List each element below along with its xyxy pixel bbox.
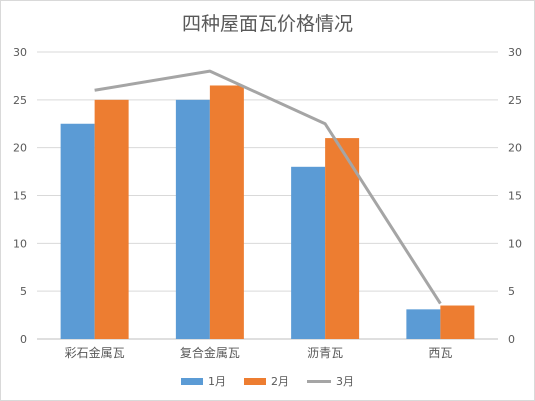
y-tick-label: 15 <box>13 190 27 203</box>
y2-tick-label: 0 <box>508 333 515 346</box>
x-category-label: 彩石金属瓦 <box>65 345 125 360</box>
bar-1-2 <box>175 99 210 339</box>
y-tick-label: 5 <box>20 285 27 298</box>
legend-swatch <box>307 379 331 383</box>
y2-tick-label: 15 <box>508 190 522 203</box>
bar-1-1 <box>60 123 95 339</box>
y-tick-label: 30 <box>13 46 27 59</box>
legend-item: 2月 <box>244 373 289 389</box>
legend-swatch <box>244 377 266 385</box>
y2-tick-label: 5 <box>508 285 515 298</box>
y-tick-label: 25 <box>13 94 27 107</box>
chart-legend: 1月 2月 3月 <box>1 373 534 389</box>
bar-2-3 <box>325 138 360 339</box>
legend-label: 1月 <box>208 375 226 388</box>
legend-item: 3月 <box>307 373 354 389</box>
chart-title: 四种屋面瓦价格情况 <box>181 13 353 35</box>
chart-plot: 0 5 10 15 20 25 30 0 5 10 15 20 25 30 彩石金属瓦 复合金属瓦 沥青瓦 西瓦 <box>13 46 522 360</box>
legend-label: 2月 <box>271 375 289 388</box>
bar-2-1 <box>94 99 129 339</box>
legend-item: 1月 <box>181 373 226 389</box>
bar-1-3 <box>291 166 326 339</box>
y2-tick-label: 10 <box>508 237 522 250</box>
bar-1-4 <box>406 309 441 339</box>
x-category-label: 沥青瓦 <box>307 346 343 360</box>
bar-2-2 <box>209 85 244 339</box>
bar-2-4 <box>440 305 475 339</box>
legend-swatch <box>181 377 203 385</box>
y2-tick-label: 25 <box>508 94 522 107</box>
y2-tick-label: 30 <box>508 46 522 59</box>
line-series-3 <box>94 69 442 305</box>
y2-tick-label: 20 <box>508 142 522 155</box>
legend-label: 3月 <box>336 375 354 388</box>
y-tick-label: 10 <box>13 237 27 250</box>
x-category-label: 复合金属瓦 <box>180 345 240 360</box>
x-category-label: 西瓦 <box>428 346 452 360</box>
y-tick-label: 0 <box>20 333 27 346</box>
y-tick-label: 20 <box>13 142 27 155</box>
